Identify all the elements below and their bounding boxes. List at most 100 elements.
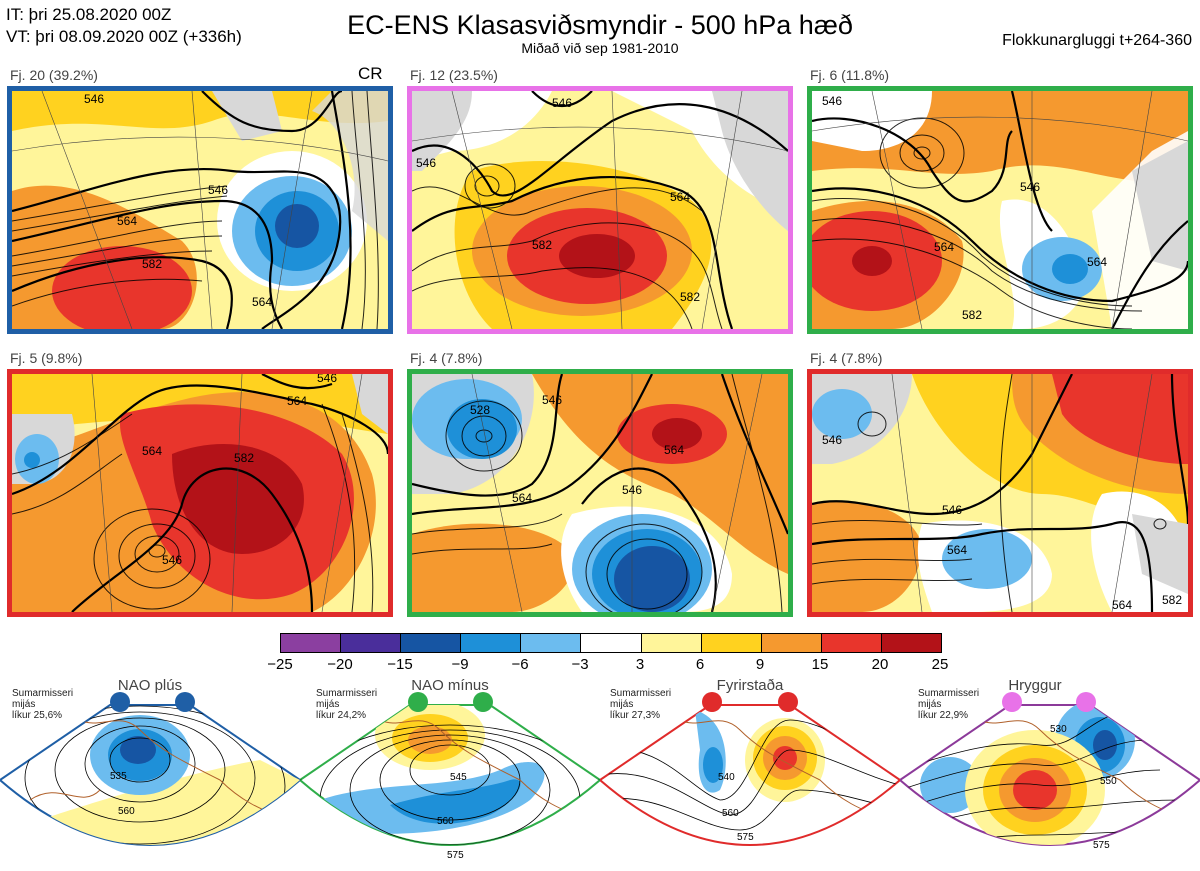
regime-map-nao-plus: 535 560 [0, 692, 300, 846]
regime-map-blocking: 540 560 575 [600, 692, 900, 846]
contour-label: 582 [532, 238, 552, 252]
regime-map-ridge: 530 550 575 [900, 692, 1200, 851]
valid-time: VT: þri 08.09.2020 00Z (+336h) [6, 27, 242, 46]
header-times: IT: þri 25.08.2020 00Z VT: þri 08.09.202… [6, 4, 242, 48]
colorbar-tick: 25 [931, 656, 949, 673]
regime-note-nao-minus: Sumarmisseri mijás líkur 24,2% [316, 688, 378, 721]
page-title: EC-ENS Klasasviðsmyndir - 500 hPa hæð [347, 10, 853, 40]
colorbar-segment [821, 634, 882, 652]
regime-dot [1076, 692, 1096, 712]
contour-label: 564 [1112, 598, 1132, 612]
colorbar-segment [281, 634, 342, 652]
contour-label: 582 [962, 308, 982, 322]
colorbar-segment [521, 634, 582, 652]
contour-label: 560 [118, 806, 135, 817]
regime-dot [778, 692, 798, 712]
regime-title-blocking: Fyrirstaða [716, 677, 784, 694]
contour-label: 546 [822, 94, 842, 108]
colorbar-segment [461, 634, 522, 652]
regime-dot [175, 692, 195, 712]
contour-label: 545 [450, 772, 467, 783]
contour-label: 560 [437, 816, 454, 827]
colorbar-tick: 6 [695, 656, 705, 673]
colorbar-segment [341, 634, 402, 652]
regime-title-nao-plus: NAO plús [117, 677, 183, 694]
cluster-map-3: 546 546 564 582 564 [807, 86, 1193, 334]
contour-label: 546 [622, 483, 642, 497]
contour-label: 546 [317, 374, 337, 385]
cluster-map-1-graphic: 546 564 582 564 546 [12, 91, 388, 329]
regime-dot [473, 692, 493, 712]
contour-label: 564 [947, 543, 967, 557]
colorbar-tick: −20 [327, 656, 353, 673]
contour-label: 535 [110, 771, 127, 782]
contour-label: 582 [142, 257, 162, 271]
cluster-map-2-graphic: 546 564 582 582 546 [412, 91, 788, 329]
cluster-map-4: 546 564 582 546 564 [7, 369, 393, 617]
contour-label: 540 [718, 772, 735, 783]
colorbar-tick: 3 [635, 656, 645, 673]
regime-note-blocking: Sumarmisseri mijás líkur 27,3% [610, 688, 672, 721]
panel-label-6: Fj. 4 (7.8%) [810, 350, 883, 366]
regime-dot [702, 692, 722, 712]
contour-label: 575 [1093, 840, 1110, 851]
panel-label-1: Fj. 20 (39.2%) [10, 67, 98, 83]
colorbar-segment [881, 634, 942, 652]
contour-label: 546 [552, 96, 572, 110]
colorbar-tick: −6 [511, 656, 529, 673]
panel-tag-cr: CR [358, 64, 383, 83]
contour-label: 546 [542, 393, 562, 407]
colorbar-segment [761, 634, 822, 652]
colorbar-segment [581, 634, 642, 652]
regime-map-nao-minus: 545 560 575 [300, 692, 600, 861]
cluster-map-2: 546 564 582 582 546 [407, 86, 793, 334]
cluster-map-6-graphic: 546 564 546 564 582 [812, 374, 1188, 612]
contour-label: 546 [162, 553, 182, 567]
contour-label: 564 [117, 214, 137, 228]
cluster-map-3-graphic: 546 546 564 582 564 [812, 91, 1188, 329]
contour-label: 528 [470, 403, 490, 417]
regime-dot [408, 692, 428, 712]
regime-note-nao-plus: Sumarmisseri mijás líkur 25,6% [12, 688, 74, 721]
colorbar-segment [701, 634, 762, 652]
colorbar-segment [401, 634, 462, 652]
contour-label: 546 [208, 183, 228, 197]
cluster-map-4-graphic: 546 564 582 546 564 [12, 374, 388, 612]
panel-label-3: Fj. 6 (11.8%) [810, 67, 890, 83]
cluster-map-5: 528 546 564 546 564 [407, 369, 793, 617]
colorbar-tick: −25 [267, 656, 293, 673]
classification-window: Flokkunargluggi t+264-360 [1002, 32, 1192, 49]
colorbar-tick: −9 [451, 656, 469, 673]
panel-label-4: Fj. 5 (9.8%) [10, 350, 83, 366]
contour-label: 582 [1162, 593, 1182, 607]
contour-label: 564 [1087, 255, 1107, 269]
regime-dot [1002, 692, 1022, 712]
panel-label-5: Fj. 4 (7.8%) [410, 350, 483, 366]
cluster-map-5-graphic: 528 546 564 546 564 [412, 374, 788, 612]
cluster-map-6: 546 564 546 564 582 [807, 369, 1193, 617]
contour-label: 564 [670, 190, 690, 204]
regime-title-ridge: Hryggur [1008, 677, 1062, 694]
contour-label: 550 [1100, 776, 1117, 787]
contour-label: 564 [934, 240, 954, 254]
colorbar-tick: −15 [387, 656, 413, 673]
contour-label: 546 [84, 92, 104, 106]
contour-label: 546 [416, 156, 436, 170]
contour-label: 564 [142, 444, 162, 458]
initial-time: IT: þri 25.08.2020 00Z [6, 5, 172, 24]
contour-label: 530 [1050, 724, 1067, 735]
contour-label: 560 [722, 808, 739, 819]
colorbar-tick: −3 [571, 656, 589, 673]
contour-label: 546 [1020, 180, 1040, 194]
contour-label: 546 [942, 503, 962, 517]
contour-label: 564 [664, 443, 684, 457]
colorbar [280, 633, 942, 653]
contour-label: 564 [252, 295, 272, 309]
cluster-map-1: 546 564 582 564 546 [7, 86, 393, 334]
colorbar-tick: 15 [811, 656, 829, 673]
contour-label: 564 [512, 491, 532, 505]
contour-label: 564 [287, 394, 307, 408]
contour-label: 575 [737, 832, 754, 843]
panel-label-2: Fj. 12 (23.5%) [410, 67, 498, 83]
contour-label: 575 [447, 850, 464, 861]
